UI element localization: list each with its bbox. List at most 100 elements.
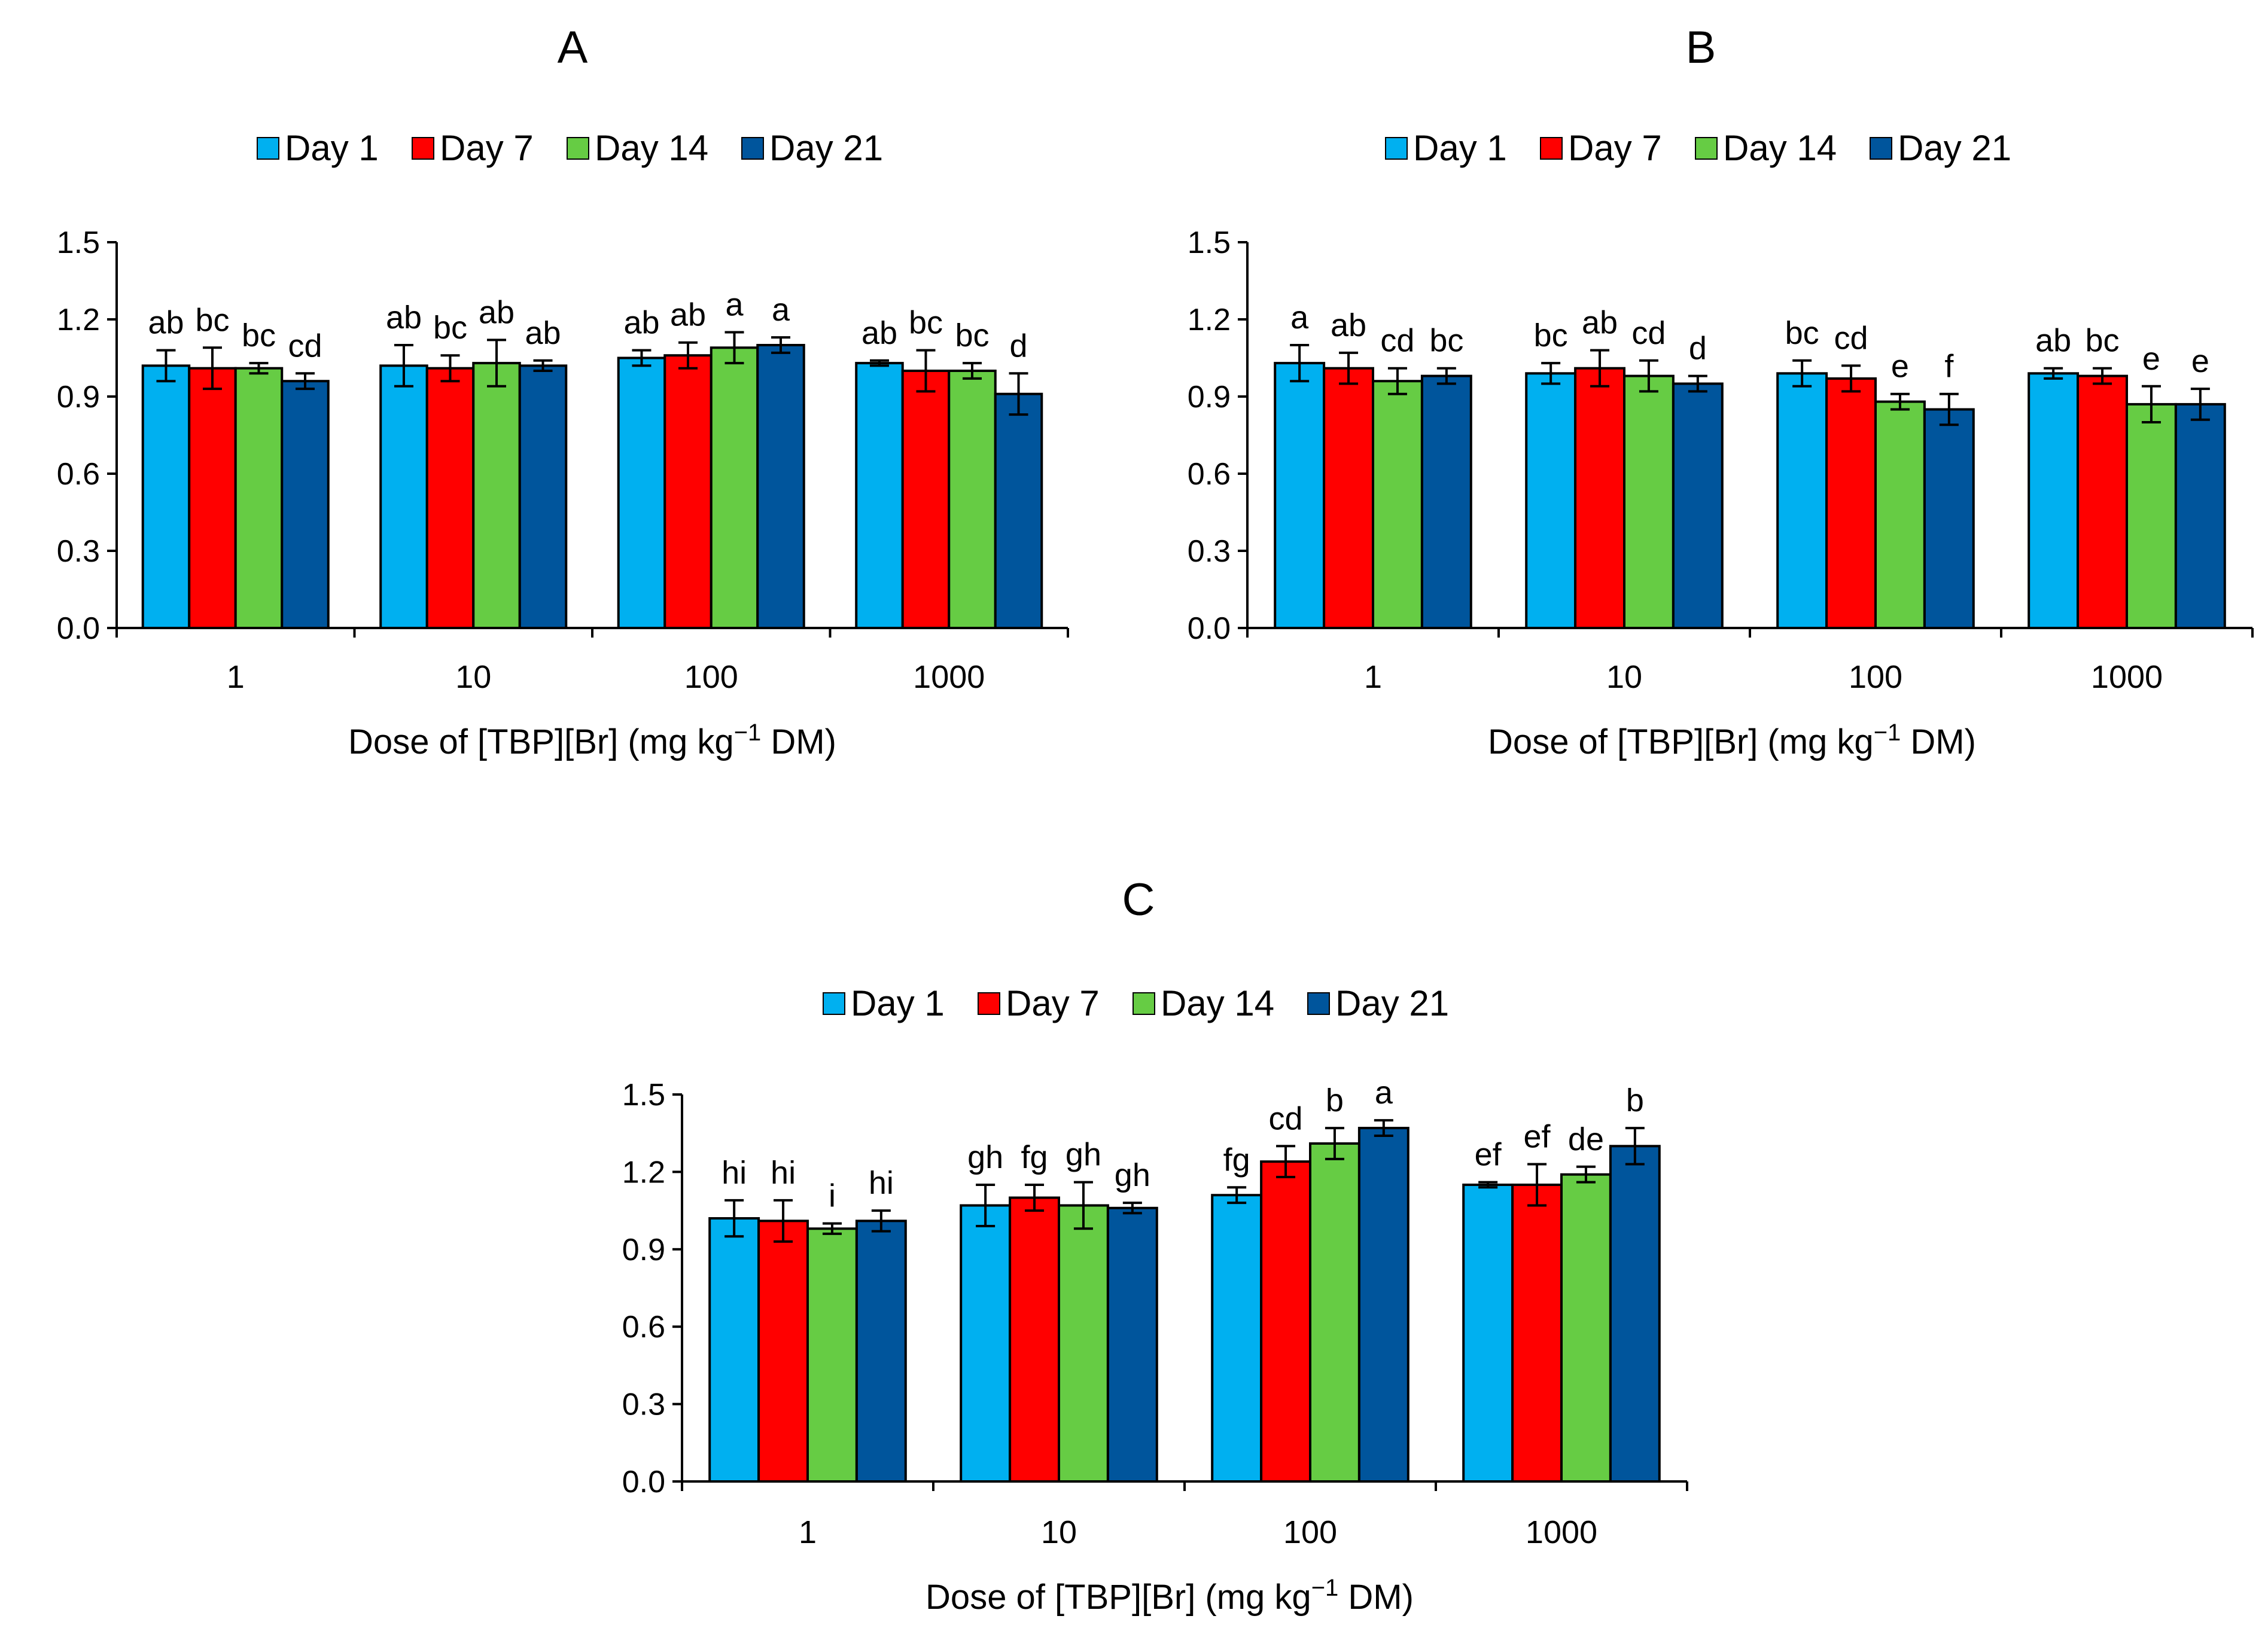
significance-label: bc [955, 318, 989, 353]
error-bar [2141, 385, 2161, 423]
bar [281, 380, 330, 629]
significance-label: hi [869, 1165, 894, 1201]
panel-title: A [558, 22, 588, 73]
legend-swatch [1870, 137, 1892, 160]
x-axis-label-prefix: Dose of [TBP][Br] (mg kg [348, 722, 734, 761]
significance-label: a [725, 287, 744, 323]
bar [1609, 1145, 1661, 1483]
significance-label: ab [861, 315, 897, 351]
error-bar [1374, 1119, 1393, 1138]
error-bar [1639, 359, 1658, 393]
error-bar [1792, 359, 1812, 388]
y-tick-label: 0.9 [57, 380, 100, 414]
bar [663, 354, 713, 629]
bar [757, 1219, 809, 1483]
y-tick-label: 1.5 [622, 1078, 665, 1112]
bar [1776, 372, 1828, 629]
error-bar [1339, 351, 1359, 385]
bar [188, 367, 237, 629]
significance-label: fg [1223, 1142, 1250, 1178]
significance-label: a [1290, 300, 1309, 336]
bar [1357, 1127, 1409, 1483]
bar [2174, 403, 2226, 630]
bar [994, 392, 1043, 629]
significance-label: ab [148, 305, 184, 341]
significance-label: e [2142, 341, 2160, 377]
x-tick-label: 1000 [2091, 659, 2163, 695]
bar [948, 370, 997, 629]
legend-label: Day 21 [769, 128, 883, 168]
legend: Day 1 Day 7 Day 14 Day 21 [257, 128, 883, 168]
significance-label: bc [909, 305, 943, 341]
x-axis-label-superscript: −1 [1874, 719, 1901, 746]
legend-label: Day 1 [851, 983, 945, 1023]
legend-label: Day 21 [1335, 983, 1449, 1023]
y-tick-label: 0.9 [1188, 380, 1231, 414]
y-tick-label: 0.6 [57, 457, 100, 492]
significance-label: bc [242, 318, 276, 353]
significance-label: ab [479, 294, 515, 330]
legend-label: Day 7 [440, 128, 534, 168]
bar [855, 362, 904, 629]
error-bar [440, 354, 460, 383]
error-bar [1436, 367, 1456, 385]
y-tick-label: 0.6 [1188, 457, 1231, 492]
y-tick-label: 1.2 [1188, 303, 1231, 337]
error-bar [1025, 1183, 1045, 1212]
legend-label: Day 7 [1568, 128, 1662, 168]
legend-swatch [1133, 992, 1155, 1015]
significance-label: e [2191, 343, 2209, 379]
bar [1260, 1160, 1312, 1483]
error-bar [724, 331, 744, 365]
error-bar [1009, 372, 1028, 416]
x-tick-label: 1 [1364, 659, 1382, 695]
x-axis-label-superscript: −1 [734, 719, 762, 746]
bar [756, 344, 805, 629]
error-bar [202, 346, 222, 391]
x-axis-label-prefix: Dose of [TBP][Br] (mg kg [926, 1578, 1311, 1617]
legend-label: Day 1 [1413, 128, 1507, 168]
legend-swatch [823, 992, 845, 1015]
bar [2027, 372, 2080, 629]
bar [1574, 367, 1626, 629]
significance-label: gh [1065, 1137, 1101, 1173]
significance-label: i [829, 1178, 836, 1214]
y-tick-label: 1.2 [622, 1155, 665, 1190]
error-bar [774, 1199, 793, 1243]
significance-label: cd [1380, 323, 1414, 359]
bar [1560, 1173, 1612, 1483]
bar [1825, 377, 1877, 630]
significance-label: gh [1115, 1157, 1150, 1193]
error-bar [1841, 364, 1861, 393]
significance-label: a [1375, 1075, 1393, 1111]
error-bar [869, 359, 889, 367]
bar [1058, 1204, 1109, 1483]
bar [2077, 374, 2129, 629]
significance-label: ef [1524, 1118, 1551, 1154]
error-bar [533, 359, 553, 372]
error-bar [394, 344, 413, 388]
error-bar [1576, 1165, 1596, 1184]
bar [1623, 374, 1675, 629]
bar [1009, 1196, 1060, 1483]
significance-label: e [1891, 349, 1909, 385]
significance-label: ab [670, 297, 706, 333]
significance-label: ab [2035, 323, 2071, 359]
legend-label: Day 21 [1898, 128, 2011, 168]
error-bar [1325, 1127, 1344, 1160]
significance-label: bc [195, 302, 229, 338]
y-tick-label: 0.3 [622, 1388, 665, 1422]
significance-label: gh [967, 1139, 1003, 1175]
bar [1420, 374, 1472, 629]
bar [425, 367, 475, 629]
error-bar [771, 336, 791, 354]
error-bar [1387, 367, 1407, 395]
significance-label: ab [386, 300, 422, 336]
y-tick-label: 0.3 [57, 534, 100, 569]
y-tick-label: 1.5 [1188, 225, 1231, 260]
error-bar [1073, 1181, 1093, 1230]
error-bar [916, 349, 936, 393]
